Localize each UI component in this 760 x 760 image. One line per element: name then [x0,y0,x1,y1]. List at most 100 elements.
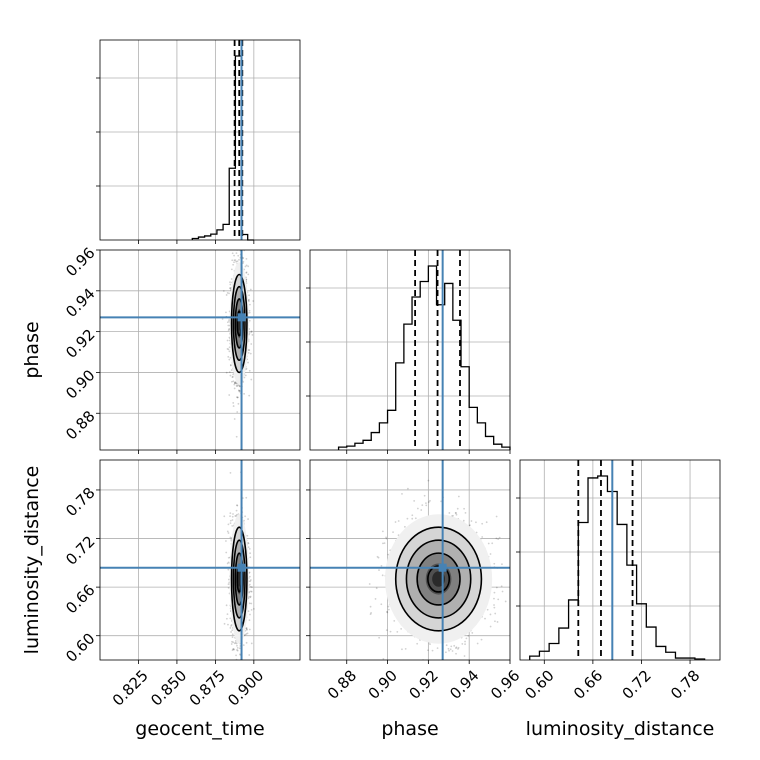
sample-point [227,324,230,327]
sample-point [392,531,394,534]
sample-point [464,640,466,643]
sample-point [227,556,230,559]
sample-point [229,364,232,367]
sample-point [234,515,237,517]
sample-point [234,259,237,262]
contour-line [232,539,246,619]
sample-point [241,669,243,671]
sample-point [485,521,488,524]
sample-point [389,630,392,633]
sample-point [380,603,383,606]
sample-point [235,509,238,512]
sample-point [227,583,230,586]
sample-point [413,500,416,502]
sample-point [463,507,465,510]
sample-point [245,496,248,499]
sample-point [248,394,251,397]
sample-point [484,617,486,620]
sample-point [500,585,503,588]
x-tick-label: 0.94 [446,666,482,702]
sample-point [231,640,233,643]
sample-point [249,613,251,616]
sample-point [455,652,457,655]
sample-point [248,294,250,297]
sample-point [226,347,229,350]
sample-point [234,668,236,670]
sample-point [233,648,236,651]
sample-point [248,369,251,372]
sample-point [234,382,236,384]
sample-point [385,536,387,539]
sample-point [461,643,464,645]
sample-point [232,641,235,644]
panel-frame [99,249,301,451]
sample-point [248,303,251,306]
sample-point [250,343,253,345]
contour-line [394,526,483,632]
sample-point [233,261,235,264]
sample-point [455,512,457,514]
y-tick-label: 0.90 [62,366,98,402]
sample-point [385,537,388,540]
sample-point [236,411,239,413]
sample-point [243,376,246,379]
sample-point [248,571,251,574]
y-tick-label: 0.94 [62,285,98,321]
gridlines [100,40,300,240]
sample-point [236,385,239,388]
sample-point [229,283,232,286]
sample-point [250,590,253,593]
sample-point [229,519,232,522]
sample-point [387,608,390,611]
sample-point [394,521,397,523]
sample-point [245,271,248,274]
sample-point [489,553,492,555]
sample-point [239,670,241,672]
sample-point [241,671,243,673]
sample-point [232,402,235,404]
sample-point [236,230,238,232]
sample-point [248,628,251,631]
sample-point [425,504,428,507]
sample-point [248,654,251,656]
sample-point [447,647,450,650]
sample-point [225,551,228,554]
sample-point [236,396,238,399]
sample-point [228,346,231,349]
sample-point [386,610,388,613]
sample-point [454,511,457,514]
sample-point [237,389,240,392]
sample-point [231,519,234,521]
sample-point [501,563,503,566]
sample-point [476,642,479,645]
panel-frame [99,459,301,661]
sample-point [407,487,409,490]
sample-point [411,514,414,517]
sample-point [228,320,230,322]
sample-point [369,613,372,616]
sample-point [225,311,227,314]
sample-point [380,564,383,567]
sample-point [229,287,232,289]
contour-line [416,552,461,606]
sample-point [248,298,250,301]
y-tick-label: 0.92 [62,325,98,361]
sample-point [480,638,483,641]
sample-point [225,604,228,607]
sample-point [244,374,247,377]
sample-point [225,540,227,542]
sample-point [486,608,489,611]
sample-point [229,287,232,290]
sample-point [470,520,473,522]
sample-point [244,515,247,518]
x-tick-label: 0.88 [324,666,360,702]
sample-point [404,647,407,650]
sample-point [445,644,448,647]
sample-point [401,492,403,495]
sample-point [230,631,232,633]
sample-point [400,627,403,630]
sample-point [236,396,239,399]
sample-point [227,586,230,589]
